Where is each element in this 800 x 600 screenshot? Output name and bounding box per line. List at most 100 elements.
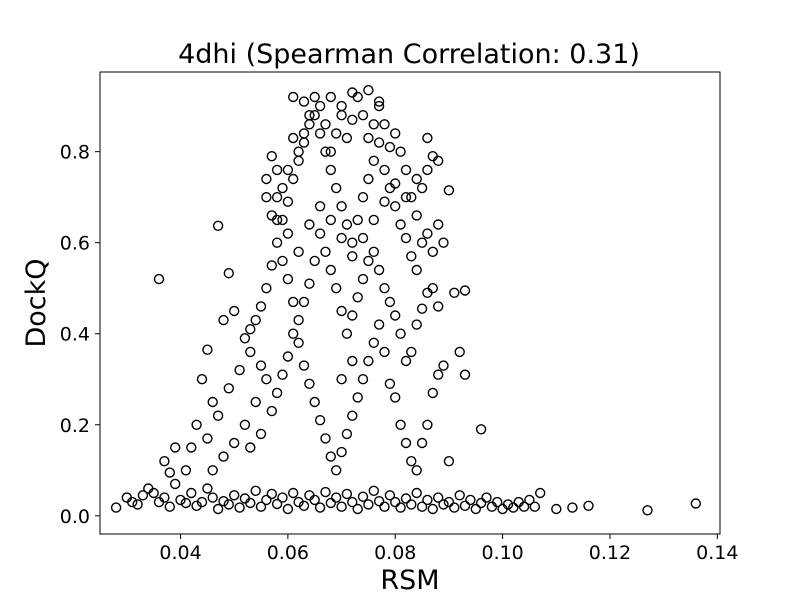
data-point bbox=[261, 191, 272, 203]
data-point bbox=[373, 496, 385, 507]
data-point bbox=[379, 501, 390, 512]
data-point bbox=[357, 109, 369, 121]
data-point bbox=[282, 196, 294, 207]
data-point bbox=[277, 214, 288, 226]
data-point bbox=[357, 273, 369, 285]
points-layer bbox=[110, 84, 701, 516]
data-point bbox=[529, 501, 540, 512]
data-point bbox=[390, 178, 401, 189]
data-point bbox=[336, 100, 347, 112]
data-point bbox=[298, 137, 310, 148]
data-point bbox=[373, 137, 385, 148]
data-point bbox=[341, 488, 353, 500]
data-point bbox=[218, 496, 229, 507]
data-point bbox=[304, 378, 315, 389]
data-point bbox=[282, 273, 294, 285]
data-point bbox=[690, 498, 701, 509]
data-point bbox=[282, 351, 294, 362]
data-point bbox=[433, 301, 444, 312]
data-point bbox=[373, 319, 385, 330]
data-point bbox=[406, 346, 417, 358]
data-point bbox=[336, 501, 347, 512]
data-point bbox=[261, 173, 272, 185]
data-point bbox=[277, 369, 288, 380]
data-point bbox=[218, 451, 229, 462]
data-point bbox=[169, 442, 181, 453]
data-point bbox=[228, 490, 240, 501]
data-point bbox=[422, 132, 433, 144]
data-point bbox=[465, 494, 476, 506]
data-point bbox=[325, 214, 336, 226]
data-point bbox=[298, 500, 310, 511]
data-point bbox=[298, 296, 310, 308]
data-point bbox=[159, 492, 170, 503]
data-point bbox=[347, 237, 358, 248]
data-point bbox=[524, 494, 535, 506]
data-point bbox=[475, 424, 487, 435]
data-point bbox=[390, 201, 401, 212]
data-point bbox=[443, 185, 455, 196]
data-point bbox=[331, 128, 342, 139]
data-point bbox=[212, 220, 224, 232]
data-point bbox=[363, 499, 374, 510]
data-point bbox=[331, 492, 342, 503]
data-point bbox=[245, 324, 256, 335]
data-point bbox=[304, 278, 315, 289]
data-point bbox=[384, 141, 396, 153]
data-point bbox=[357, 491, 369, 502]
data-point bbox=[336, 109, 347, 121]
data-point bbox=[266, 150, 277, 162]
data-point bbox=[137, 490, 149, 501]
data-point bbox=[443, 456, 455, 467]
data-point bbox=[271, 237, 283, 248]
data-point bbox=[492, 496, 503, 508]
data-point bbox=[433, 219, 444, 230]
data-point bbox=[202, 344, 213, 355]
data-point bbox=[261, 494, 272, 506]
data-point bbox=[309, 396, 320, 408]
data-point bbox=[379, 346, 390, 358]
data-point bbox=[347, 496, 358, 508]
data-point bbox=[271, 214, 283, 226]
data-point bbox=[304, 109, 315, 121]
data-point bbox=[314, 100, 326, 112]
data-point bbox=[363, 132, 374, 144]
data-point bbox=[277, 255, 288, 267]
data-point bbox=[288, 132, 299, 144]
data-point bbox=[325, 497, 336, 509]
data-point bbox=[325, 91, 336, 103]
data-point bbox=[191, 419, 202, 430]
y-tick-label: 0.6 bbox=[60, 233, 90, 255]
data-point bbox=[169, 478, 181, 490]
data-point bbox=[454, 490, 465, 501]
data-point bbox=[336, 446, 347, 458]
data-point bbox=[239, 419, 251, 430]
data-point bbox=[368, 337, 379, 348]
data-point bbox=[202, 483, 213, 494]
data-point bbox=[288, 487, 299, 499]
data-point bbox=[336, 232, 347, 244]
y-tick-label: 0.0 bbox=[60, 506, 90, 528]
data-point bbox=[293, 146, 304, 157]
data-point bbox=[427, 283, 438, 294]
data-point bbox=[341, 132, 353, 144]
data-point bbox=[234, 502, 245, 513]
data-point bbox=[583, 500, 594, 511]
data-point bbox=[336, 374, 347, 385]
data-point bbox=[427, 503, 438, 515]
data-point bbox=[277, 182, 288, 194]
data-point bbox=[293, 496, 304, 508]
x-axis-label: RSM bbox=[380, 565, 439, 596]
data-point bbox=[443, 496, 455, 508]
data-point bbox=[228, 305, 240, 317]
data-point bbox=[164, 467, 176, 478]
data-point bbox=[481, 492, 492, 503]
data-point bbox=[126, 496, 138, 508]
data-point bbox=[518, 501, 530, 512]
data-point bbox=[320, 146, 331, 157]
data-point bbox=[357, 374, 369, 385]
data-point bbox=[331, 182, 342, 194]
x-tick-label: 0.10 bbox=[481, 542, 523, 564]
data-point bbox=[368, 485, 379, 496]
y-axis-ticks: 0.0 0.2 0.4 0.6 0.8 bbox=[60, 142, 100, 528]
